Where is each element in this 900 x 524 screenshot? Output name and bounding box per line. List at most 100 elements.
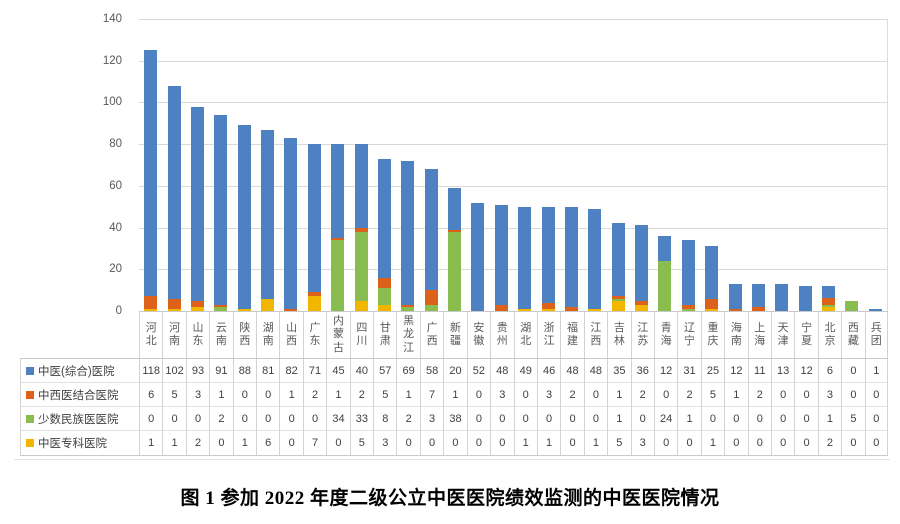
category-label: 青海 [653,312,677,358]
category-label-char: 湖 [262,321,274,334]
category-label-char: 兵 [870,321,882,334]
category-label: 宁夏 [794,312,817,358]
bar [635,225,649,311]
category-label-char: 藏 [847,335,859,347]
category-label-char: 吉 [613,321,625,334]
bar-segment [775,283,789,311]
bar-segment [331,238,345,241]
category-label-char: 南 [262,335,274,347]
value-cell: 1 [513,431,537,455]
value-cell: 2 [349,383,374,407]
value-cell: 0 [256,407,280,431]
category-label-char: 山 [286,321,298,334]
value-cell: 7 [302,431,326,455]
value-cell: 1 [443,383,467,407]
value-cell: 0 [279,431,302,455]
bar-segment [541,308,555,311]
series-label: 少数民族医医院 [38,413,119,426]
bar [564,206,578,311]
category-label: 天津 [770,312,794,358]
series-label: 中西医结合医院 [38,389,119,402]
bar [541,206,555,311]
bar-segment [284,137,298,309]
value-cell: 1 [536,431,560,455]
value-cell: 0 [560,407,584,431]
bar-segment [494,304,508,311]
value-cell: 5 [841,407,865,431]
category-label-char: 南 [215,335,227,347]
value-cell: 5 [349,431,373,455]
category-label: 贵州 [490,312,513,358]
value-cell: 38 [443,407,467,431]
bar-segment [658,260,672,311]
value-cell: 5 [162,383,186,407]
value-cell: 12 [794,359,818,383]
category-label: 四川 [349,312,373,358]
category-label-char: 苏 [637,335,649,347]
category-label-char: 宁 [684,335,696,347]
value-cell: 2 [560,383,584,407]
bar-segment [471,202,485,311]
value-cell: 24 [653,407,678,431]
value-cell: 0 [490,407,514,431]
value-cell: 0 [794,383,818,407]
value-cell: 0 [583,407,608,431]
y-tick-label: 120 [102,54,122,67]
category-label: 江西 [583,312,607,358]
bar-segment [190,300,204,307]
bar-segment [401,306,415,311]
value-cell: 46 [536,359,561,383]
bar-segment [190,306,204,311]
bar-segment [284,308,298,311]
value-cell: 0 [232,407,257,431]
category-label-char: 辽 [684,321,696,334]
bar [775,283,789,311]
value-cell: 0 [864,431,888,455]
gridline [139,60,887,62]
series-legend-cell: 中医专科医院 [20,431,139,455]
bar-segment [424,304,438,311]
value-cell: 91 [209,359,233,383]
category-label: 吉林 [607,312,630,358]
category-label-char: 津 [777,335,789,347]
bar-column-14 [443,19,466,311]
bar-column-11 [373,19,396,311]
category-label-char: 海 [660,335,672,347]
value-cell: 5 [607,431,630,455]
value-cell: 8 [373,407,397,431]
bar-column-3 [186,19,209,311]
category-label: 西藏 [841,312,864,358]
bar-segment [588,308,602,311]
value-cell: 0 [770,431,794,455]
bar-segment [728,283,742,309]
y-tick-label: 140 [102,13,122,25]
bar-segment [635,225,649,301]
value-cell: 11 [747,359,771,383]
bar-segment [261,129,275,299]
value-cell: 58 [419,359,444,383]
category-label-char: 天 [777,321,789,334]
value-cell: 40 [349,359,374,383]
value-cell: 118 [139,359,163,383]
value-cell: 0 [864,407,888,431]
category-label-char: 内 [332,315,344,328]
bar-column-20 [583,19,606,311]
value-cell: 0 [209,431,232,455]
data-table: 中医(综合)医院 118 102 93 91 88 81 82 71 45 40 57 69 58 20 52… [20,358,888,456]
value-cell: 1 [724,383,748,407]
category-label: 河北 [139,312,162,358]
category-label-char: 疆 [449,335,461,347]
bar-segment [167,85,181,299]
bar-segment [681,240,695,305]
category-label-char: 西 [239,335,251,347]
category-label-char: 新 [449,321,461,334]
bar-column-21 [607,19,630,311]
bar-segment [611,296,625,299]
value-cell: 2 [396,407,420,431]
bar-segment [564,206,578,307]
category-label-char: 四 [356,321,368,334]
y-tick-label: 100 [102,96,122,109]
bar-column-9 [326,19,349,311]
category-label-char: 川 [356,335,368,347]
bar-column-10 [349,19,372,311]
